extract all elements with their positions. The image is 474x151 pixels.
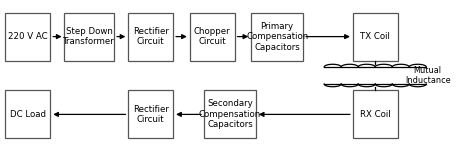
FancyBboxPatch shape [5, 90, 50, 138]
Text: Chopper
Circuit: Chopper Circuit [194, 27, 230, 46]
FancyBboxPatch shape [128, 90, 173, 138]
Text: 220 V AC: 220 V AC [8, 32, 48, 41]
Text: Primary
Compensation
Capacitors: Primary Compensation Capacitors [246, 22, 308, 51]
FancyBboxPatch shape [353, 13, 398, 61]
Text: RX Coil: RX Coil [360, 110, 391, 119]
FancyBboxPatch shape [128, 13, 173, 61]
FancyBboxPatch shape [64, 13, 114, 61]
Text: DC Load: DC Load [10, 110, 46, 119]
FancyBboxPatch shape [204, 90, 256, 138]
FancyBboxPatch shape [5, 13, 50, 61]
Text: TX Coil: TX Coil [360, 32, 390, 41]
FancyBboxPatch shape [251, 13, 303, 61]
Text: Step Down
Transformer: Step Down Transformer [64, 27, 115, 46]
Text: Secondary
Compensation
Capacitors: Secondary Compensation Capacitors [199, 100, 261, 129]
Text: Rectifier
Circuit: Rectifier Circuit [133, 105, 169, 124]
FancyBboxPatch shape [190, 13, 235, 61]
FancyBboxPatch shape [353, 90, 398, 138]
Text: Mutual
Inductance: Mutual Inductance [405, 66, 450, 85]
Text: Rectifier
Circuit: Rectifier Circuit [133, 27, 169, 46]
